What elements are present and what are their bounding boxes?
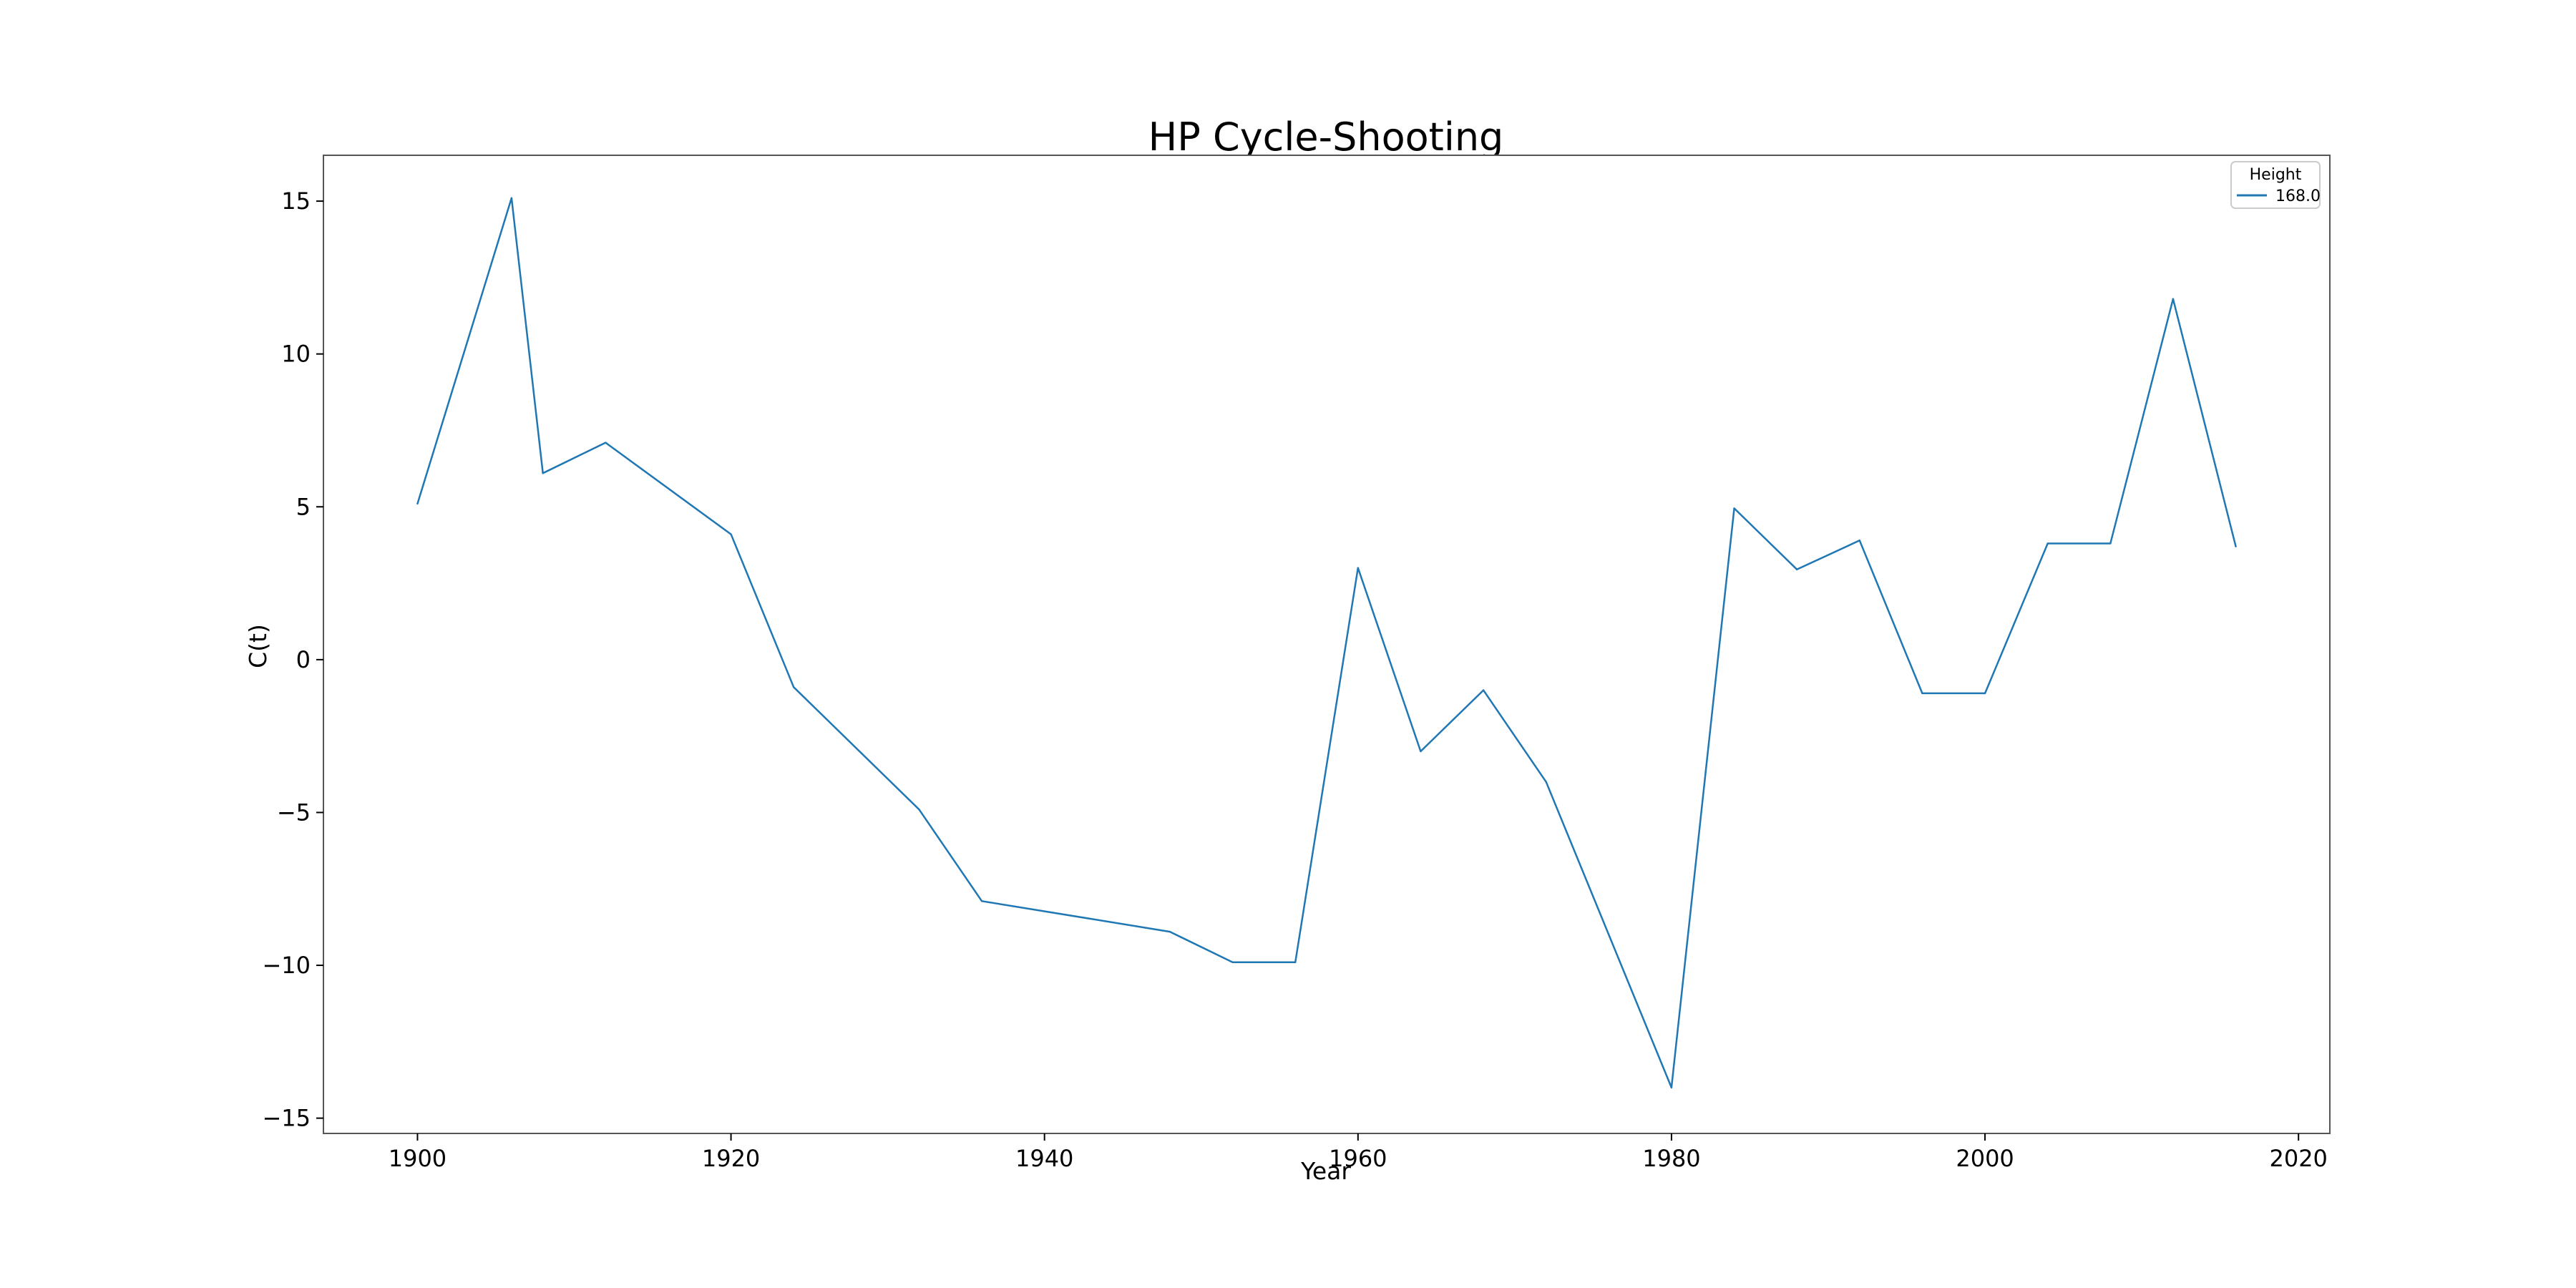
data-point	[510, 197, 513, 200]
legend-title: Height	[2250, 166, 2302, 184]
data-point	[1294, 961, 1297, 963]
data-point	[2235, 545, 2237, 547]
chart-title: HP Cycle-Shooting	[1148, 114, 1504, 160]
legend: Height 168.0	[2230, 161, 2321, 209]
data-point	[605, 441, 607, 444]
legend-box	[2230, 161, 2321, 209]
data-point	[1482, 689, 1485, 691]
x-tick-label: 2020	[2269, 1145, 2327, 1172]
data-point	[1858, 540, 1861, 542]
data-point	[1231, 961, 1234, 963]
data-point	[2046, 542, 2049, 545]
data-point	[1795, 568, 1798, 571]
data-point	[1357, 567, 1360, 569]
x-tick-label: 1900	[389, 1145, 447, 1172]
x-tick-label: 2000	[1956, 1145, 2014, 1172]
data-point	[1545, 781, 1547, 783]
data-point	[2172, 298, 2175, 300]
x-tick-label: 1980	[1642, 1145, 1700, 1172]
legend-label-168-0: 168.0	[2275, 187, 2321, 205]
data-point	[1733, 507, 1735, 509]
y-axis-label: C(t)	[244, 624, 272, 668]
data-point	[542, 472, 544, 474]
x-tick-label: 1920	[702, 1145, 760, 1172]
y-axis: −15 −10 −5 0 5 10 15	[262, 187, 323, 1132]
plot-area	[323, 155, 2331, 1134]
data-point	[1984, 692, 1986, 695]
data-point	[730, 533, 732, 535]
x-axis-label: Year	[1300, 1157, 1351, 1185]
data-point	[1169, 930, 1171, 933]
x-tick-label: 1940	[1015, 1145, 1073, 1172]
y-tick-label: −15	[262, 1105, 311, 1132]
x-tick-label: 1960	[1329, 1145, 1387, 1172]
y-tick-label: 10	[281, 341, 311, 368]
y-tick-label: 0	[296, 646, 311, 673]
data-point	[792, 686, 795, 688]
y-tick-label: −10	[262, 952, 311, 979]
data-point	[918, 808, 920, 811]
data-point	[416, 502, 419, 505]
data-point	[980, 900, 983, 902]
y-tick-label: 15	[281, 187, 311, 215]
y-tick-label: 5	[296, 493, 311, 520]
y-tick-label: −5	[277, 799, 311, 826]
data-point	[2109, 542, 2112, 545]
series-group	[416, 197, 2237, 1089]
data-point	[1670, 1086, 1673, 1089]
data-point	[1420, 750, 1422, 753]
x-axis: 1900 1920 1940 1960 1980 2000 2020	[389, 1133, 2328, 1172]
data-point	[1921, 692, 1923, 695]
